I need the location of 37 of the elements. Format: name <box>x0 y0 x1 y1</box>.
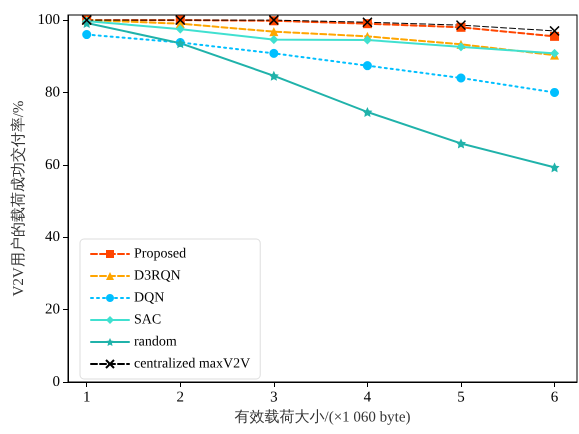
x-tick-label: 6 <box>550 390 559 406</box>
point <box>362 61 372 70</box>
legend-label: random <box>134 334 177 350</box>
x-axis-title: 有效载荷大小/(×1 060 byte) <box>234 408 410 426</box>
point <box>550 88 560 97</box>
point <box>456 20 466 30</box>
point <box>456 73 466 82</box>
y-tick-label: 40 <box>45 229 60 246</box>
point <box>550 162 560 172</box>
point <box>362 35 372 44</box>
point <box>268 70 279 81</box>
x-tick-label: 1 <box>82 390 90 406</box>
point <box>269 27 278 36</box>
point <box>456 42 466 52</box>
point <box>362 107 372 117</box>
point <box>549 26 560 36</box>
y-tick-label: 20 <box>45 302 60 318</box>
legend-label: SAC <box>134 312 162 328</box>
y-tick-label: 100 <box>38 12 60 28</box>
point <box>269 35 278 44</box>
y-axis-title: V2V用户的载荷成功交付率/% <box>10 100 28 296</box>
point <box>362 16 373 28</box>
x-tick-label: 3 <box>270 390 278 406</box>
legend-label: D3RQN <box>134 268 181 284</box>
x-tick-label: 5 <box>457 390 465 406</box>
y-tick-label: 80 <box>45 84 60 100</box>
y-tick-label: 0 <box>52 374 60 390</box>
legend-label: Proposed <box>134 246 186 262</box>
x-tick-label: 4 <box>364 390 372 406</box>
point <box>82 30 92 40</box>
point <box>269 48 278 58</box>
point <box>456 138 466 148</box>
y-tick-label: 60 <box>45 156 60 173</box>
legend-label: DQN <box>134 290 164 306</box>
x-tick-label: 2 <box>176 390 184 406</box>
point <box>176 24 185 34</box>
legend-label: centralized maxV2V <box>134 356 250 372</box>
